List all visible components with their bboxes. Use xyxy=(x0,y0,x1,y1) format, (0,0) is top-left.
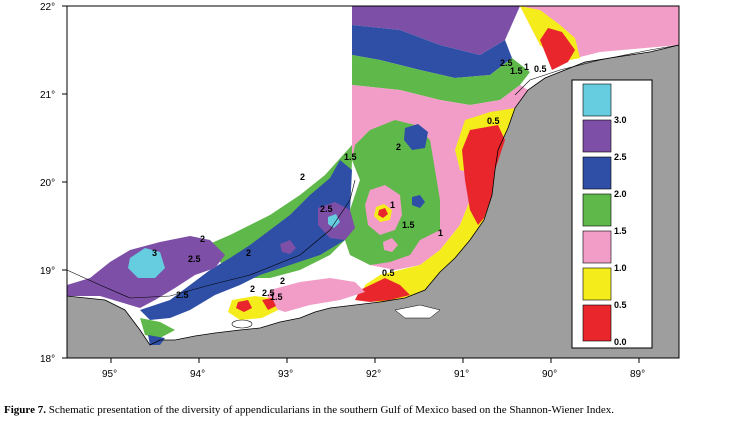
contour-label: 1.5 xyxy=(510,66,523,76)
zone-blue-n xyxy=(352,25,512,78)
contour-label: 1 xyxy=(438,228,443,238)
contour-label: 2 xyxy=(250,284,255,294)
zone-purple-small xyxy=(280,240,296,254)
legend-swatch-yellow xyxy=(582,267,612,301)
lon-label-89: 89° xyxy=(630,369,645,380)
zone-cyan-central xyxy=(328,214,340,228)
contour-line-west xyxy=(66,179,356,299)
zone-blue-south xyxy=(148,335,165,345)
zone-red-ne xyxy=(540,28,575,70)
diversity-map: 22° 21° 20° 19° 18° 95° 94° 93° 92° 91° … xyxy=(40,2,680,380)
diversity-zones xyxy=(67,6,679,345)
figure-caption: Figure 7. Schematic presentation of the … xyxy=(4,404,736,417)
contour-line-coast-ne xyxy=(514,44,680,96)
legend-tick-3.0: 3.0 xyxy=(614,115,627,125)
lat-label-19: 19° xyxy=(40,266,55,277)
zone-red-south2 xyxy=(262,298,276,310)
legend-swatch-red xyxy=(582,304,612,342)
contour-label: 2.5 xyxy=(188,254,201,264)
lon-label-90: 90° xyxy=(542,369,557,380)
zone-pink-south xyxy=(265,278,365,312)
lon-label-94: 94° xyxy=(190,369,205,380)
contour-labels: 2.5 1.5 1 0.5 0.5 2 1.5 2 2.5 2 2.5 2 2.… xyxy=(152,58,547,302)
contour-label: 2 xyxy=(280,276,285,286)
contour-label: 2.5 xyxy=(262,288,275,298)
contour-label: 1.5 xyxy=(344,152,357,162)
lon-label-93: 93° xyxy=(278,369,293,380)
contour-label: 1 xyxy=(524,62,529,72)
coastline xyxy=(66,44,680,346)
latitude-axis: 22° 21° 20° 19° 18° xyxy=(40,2,67,365)
zone-blue-small2 xyxy=(412,195,425,208)
legend-tick-1.5: 1.5 xyxy=(614,226,627,236)
legend-swatch-green xyxy=(582,193,612,227)
legend-swatch-purple xyxy=(582,119,612,153)
lat-label-21: 21° xyxy=(40,90,55,101)
zone-red-coast xyxy=(462,125,505,225)
longitude-axis: 95° 94° 93° 92° 91° 90° 89° xyxy=(102,358,645,380)
figure-caption-label: Figure 7. xyxy=(4,404,46,416)
contour-label: 0.5 xyxy=(534,64,547,74)
lon-label-95: 95° xyxy=(102,369,117,380)
legend-tick-0.5: 0.5 xyxy=(614,300,627,310)
zone-cyan-west xyxy=(128,248,165,278)
zone-green-n xyxy=(352,55,530,105)
zone-red-central xyxy=(378,208,388,218)
lon-label-91: 91° xyxy=(454,369,469,380)
contour-label: 2 xyxy=(396,142,401,152)
zone-red-south-small xyxy=(236,300,252,312)
lat-label-22: 22° xyxy=(40,2,55,13)
contour-label: 2.5 xyxy=(320,204,333,214)
contour-label: 2 xyxy=(300,172,305,182)
zone-blue-west xyxy=(140,160,352,320)
lat-label-18: 18° xyxy=(40,354,55,365)
zone-green-south xyxy=(140,318,175,338)
legend-tick-2.5: 2.5 xyxy=(614,152,627,162)
lagoon-east xyxy=(394,304,441,319)
lagoon-terminos xyxy=(231,319,253,329)
zone-pink-small xyxy=(383,238,398,252)
legend-tick-0.0: 0.0 xyxy=(614,337,627,347)
figure-caption-text: Schematic presentation of the diversity … xyxy=(45,404,614,416)
white-coast-region xyxy=(67,6,352,272)
legend-tick-1.0: 1.0 xyxy=(614,263,627,273)
lon-label-92: 92° xyxy=(366,369,381,380)
contour-label: 1 xyxy=(390,200,395,210)
lat-label-20: 20° xyxy=(40,178,55,189)
contour-label: 2 xyxy=(200,234,205,244)
legend-swatch-pink xyxy=(582,230,612,264)
contour-label: 2.5 xyxy=(176,290,189,300)
contour-label: 2.5 xyxy=(500,58,513,68)
legend-swatch-cyan xyxy=(582,83,612,117)
contour-label: 3 xyxy=(152,248,157,258)
zone-blue-small1 xyxy=(404,124,428,150)
contour-label: 1.5 xyxy=(270,292,283,302)
contour-label: 0.5 xyxy=(382,268,395,278)
legend: 3.0 2.5 2.0 1.5 1.0 0.5 0.0 xyxy=(571,79,653,349)
zone-red-south xyxy=(355,278,410,302)
legend-swatch-blue xyxy=(582,156,612,190)
contour-label: 0.5 xyxy=(487,116,500,126)
legend-tick-2.0: 2.0 xyxy=(614,189,627,199)
contour-label: 1.5 xyxy=(402,220,415,230)
yucatan-land xyxy=(67,45,679,358)
contour-label: 2 xyxy=(246,248,251,258)
zone-purple-n xyxy=(352,6,520,55)
